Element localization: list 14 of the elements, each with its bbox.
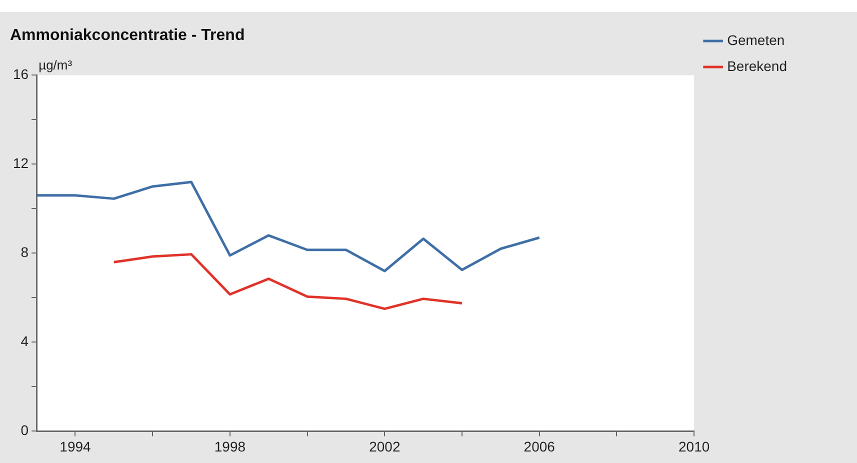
y-tick-label: 16	[12, 66, 29, 82]
y-tick-label: 4	[20, 333, 29, 350]
chart-title: Ammoniakconcentratie - Trend	[10, 27, 245, 44]
x-tick-label: 2002	[369, 438, 400, 454]
x-tick-label: 2006	[524, 438, 556, 454]
y-tick-label: 12	[12, 155, 29, 172]
legend-label: Berekend	[727, 58, 788, 74]
x-tick-label: 2010	[678, 438, 710, 454]
y-axis-title: µg/m³	[38, 57, 73, 72]
x-tick-label: 1998	[214, 438, 246, 454]
x-tick-label: 1994	[60, 438, 92, 454]
y-tick-label: 8	[20, 244, 29, 260]
y-tick-label: 0	[20, 422, 29, 438]
legend-label: Gemeten	[727, 32, 785, 48]
